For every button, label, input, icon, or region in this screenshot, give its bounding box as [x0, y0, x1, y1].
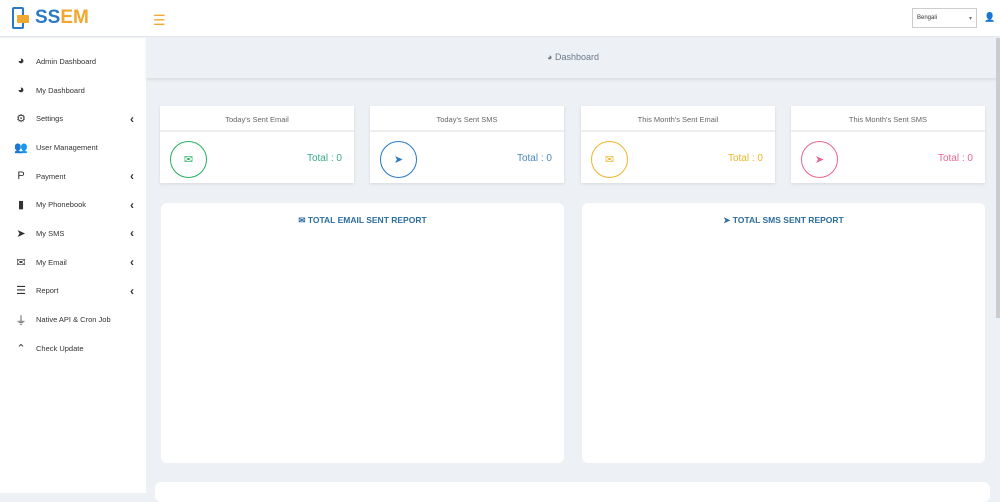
sidebar-item-label: Report — [36, 286, 59, 296]
sidebar-item-label: Settings — [36, 114, 64, 124]
panel-title: TOTAL SMS SENT REPORT — [732, 215, 844, 225]
chevron-left-icon: ‹ — [130, 111, 134, 126]
users-icon: 👥 — [14, 141, 28, 154]
scrollbar[interactable] — [996, 38, 1000, 318]
paper-plane-icon: ➤ — [723, 215, 733, 225]
page-title: Dashboard — [554, 52, 599, 62]
envelope-icon: ✉ — [170, 141, 207, 178]
sidebar-item-check-update[interactable]: ⌃ Check Update — [0, 334, 146, 363]
envelope-icon: ✉ — [591, 141, 628, 178]
chevron-left-icon: ‹ — [130, 169, 134, 184]
sidebar-item-label: Native API & Cron Job — [36, 315, 111, 325]
page-header: ◕ Dashboard — [146, 38, 1000, 78]
card-total: Total : 0 — [727, 153, 763, 164]
chevron-left-icon: ‹ — [130, 226, 134, 241]
sidebar-item-label: Payment — [36, 171, 66, 181]
stat-card: Today's Sent SMS ➤ Total : 0 — [370, 106, 564, 183]
language-value: Bengali — [917, 15, 938, 21]
card-title: Today's Sent SMS — [370, 106, 564, 132]
paper-plane-icon: ➤ — [801, 141, 838, 178]
sidebar-item-my-sms[interactable]: ➤ My SMS ‹ — [0, 219, 146, 248]
sidebar-item-label: Check Update — [36, 343, 84, 353]
list-icon: ☰ — [16, 285, 26, 298]
sidebar-item-label: My Dashboard — [36, 85, 85, 95]
cogs-icon: ⚙ — [16, 113, 26, 126]
logo[interactable]: SSEM — [12, 7, 89, 29]
sidebar-item-native-api-cron-job[interactable]: ⏚ Native API & Cron Job — [0, 305, 146, 334]
book-icon: ▮ — [17, 199, 25, 212]
sidebar-item-report[interactable]: ☰ Report ‹ — [0, 277, 146, 306]
logo-icon — [12, 7, 29, 29]
report-panel: ✉ TOTAL EMAIL SENT REPORT — [161, 203, 564, 463]
tachometer-icon: ◕ — [17, 55, 25, 68]
stat-card: This Month's Sent Email ✉ Total : 0 — [581, 106, 775, 183]
language-select[interactable]: Bengali ▾ — [912, 8, 977, 28]
card-total: Total : 0 — [516, 153, 552, 164]
sidebar-item-label: My Phonebook — [36, 200, 87, 210]
top-bar: SSEM ☰ Bengali ▾ 👤 — [0, 0, 1000, 37]
sidebar-item-label: My Email — [36, 257, 67, 267]
stat-card: Today's Sent Email ✉ Total : 0 — [160, 106, 354, 183]
panel-title: TOTAL EMAIL SENT REPORT — [307, 215, 427, 225]
sidebar-item-admin-dashboard[interactable]: ◕ Admin Dashboard — [0, 47, 146, 76]
sidebar-item-payment[interactable]: P Payment ‹ — [0, 162, 146, 191]
chevron-left-icon: ‹ — [130, 197, 134, 212]
caret-down-icon: ▾ — [968, 16, 972, 22]
card-title: This Month's Sent Email — [581, 106, 775, 132]
card-title: Today's Sent Email — [160, 106, 354, 132]
tachometer-icon: ◕ — [17, 84, 25, 97]
paper-plane-icon: ➤ — [16, 227, 26, 240]
sidebar-item-user-management[interactable]: 👥 User Management — [0, 133, 146, 162]
user-icon[interactable]: 👤 — [984, 12, 996, 22]
stat-card: This Month's Sent SMS ➤ Total : 0 — [791, 106, 985, 183]
sidebar-item-label: My SMS — [36, 228, 65, 238]
sidebar: ◕ Admin Dashboard ◕ My Dashboard ⚙ Settings ‹ 👥… — [0, 38, 146, 493]
angle-double-up-icon: ⌃ — [16, 342, 26, 355]
menu-toggle-icon[interactable]: ☰ — [153, 12, 166, 28]
logo-text: EM — [60, 7, 89, 28]
sidebar-item-my-email[interactable]: ✉ My Email ‹ — [0, 248, 146, 277]
card-total: Total : 0 — [937, 153, 973, 164]
report-panel: ➤ TOTAL SMS SENT REPORT — [582, 203, 985, 463]
paypal-icon: P — [17, 170, 25, 183]
chevron-left-icon: ‹ — [130, 255, 134, 270]
paper-plane-icon: ➤ — [380, 141, 417, 178]
sidebar-item-my-phonebook[interactable]: ▮ My Phonebook ‹ — [0, 190, 146, 219]
sidebar-item-settings[interactable]: ⚙ Settings ‹ — [0, 104, 146, 133]
sidebar-item-label: User Management — [36, 142, 98, 152]
envelope-icon: ✉ — [16, 256, 26, 269]
bottom-panel — [155, 482, 990, 502]
card-total: Total : 0 — [306, 153, 342, 164]
tachometer-icon: ◕ — [547, 52, 555, 62]
logo-text: SS — [35, 7, 61, 28]
sidebar-item-label: Admin Dashboard — [36, 56, 97, 66]
envelope-icon: ✉ — [298, 215, 308, 225]
card-title: This Month's Sent SMS — [791, 106, 985, 132]
chevron-left-icon: ‹ — [130, 283, 134, 298]
sidebar-item-my-dashboard[interactable]: ◕ My Dashboard — [0, 76, 146, 105]
plug-icon: ⏚ — [15, 314, 27, 327]
